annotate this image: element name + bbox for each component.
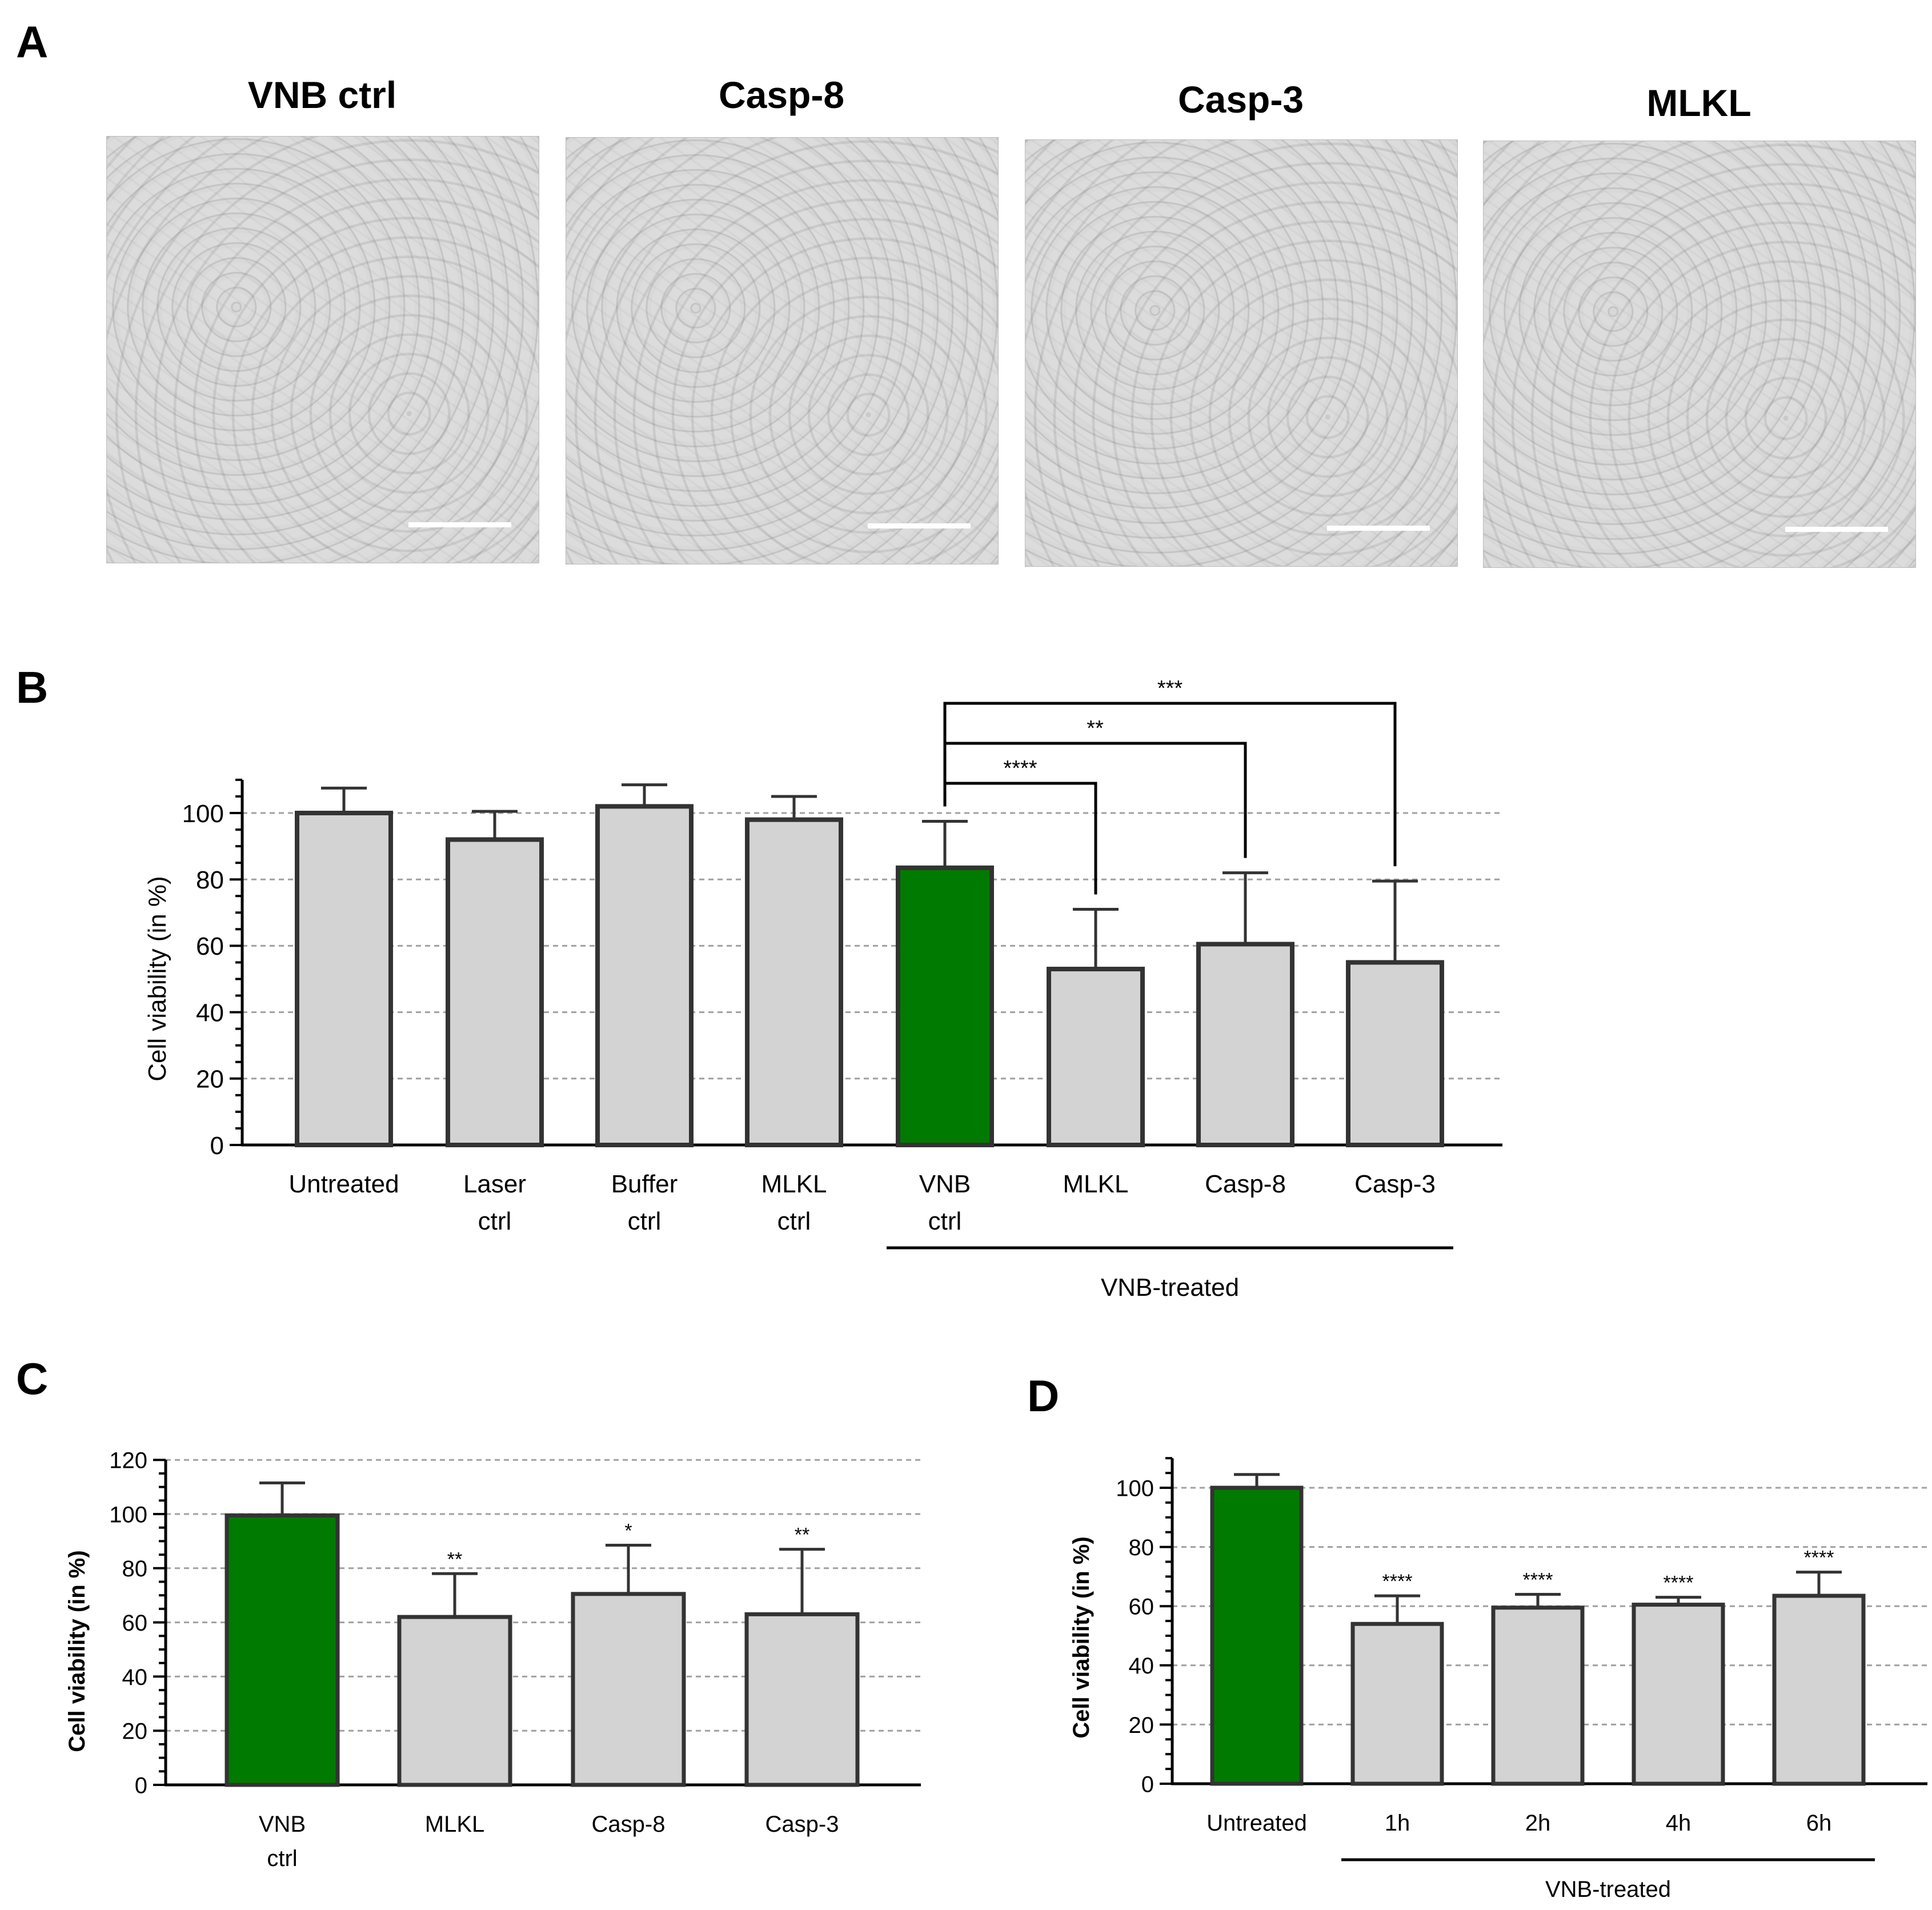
significance-label: ** [447,1548,462,1570]
bar [1491,1605,1585,1786]
micrograph-title: MLKL [1646,82,1751,124]
y-tick-label: 80 [1129,1535,1155,1560]
y-tick-label: 80 [196,866,224,894]
bar [571,1592,686,1787]
micrograph-casp-3 [1025,139,1458,567]
bar [1772,1593,1866,1786]
y-tick-label: 60 [1129,1595,1155,1620]
y-tick-label: 80 [122,1556,148,1581]
y-tick-label: 40 [196,999,224,1027]
x-tick-label: MLKL [761,1170,827,1198]
micrograph-title: Casp-8 [718,74,845,116]
group-label: VNB-treated [1101,1274,1239,1302]
x-tick-label: 2h [1525,1811,1551,1836]
y-axis-label: Cell viability (in %) [65,1550,90,1752]
y-tick-label: 0 [135,1773,147,1798]
x-tick-label: 1h [1385,1811,1410,1836]
significance-label: **** [1523,1569,1553,1591]
x-tick-label: ctrl [928,1207,962,1235]
x-tick-label: Casp-8 [1205,1170,1286,1198]
bar [1350,1621,1444,1786]
scale-bar [1785,527,1888,532]
x-tick-label: ctrl [478,1207,512,1235]
x-tick-label: Casp-3 [1354,1170,1436,1198]
x-tick-label: VNB [919,1170,971,1198]
micrograph-title: Casp-3 [1177,78,1304,121]
bar [225,1513,340,1787]
y-axis-label: Cell viability (in %) [1069,1536,1094,1738]
y-tick-label: 40 [122,1665,148,1690]
micrograph-vnb-ctrl [106,136,539,563]
y-tick-label: 100 [182,800,224,828]
significance-label: **** [1003,756,1037,780]
bar [1632,1603,1725,1786]
bar [1210,1485,1304,1786]
x-tick-label: 6h [1806,1811,1832,1836]
x-tick-label: VNB [259,1812,306,1837]
group-label: VNB-treated [1545,1877,1671,1902]
x-tick-label: 4h [1666,1811,1691,1836]
y-tick-label: 120 [109,1448,147,1473]
bar [745,817,843,1147]
significance-label: **** [1664,1572,1694,1594]
bar [896,865,994,1147]
x-tick-label: MLKL [1063,1170,1129,1198]
bar [1196,942,1294,1147]
significance-bracket [943,702,1397,867]
bar [295,811,393,1147]
panel-label-b: B [16,662,49,712]
x-tick-label: ctrl [628,1207,662,1235]
micrograph-mlkl [1483,141,1916,568]
y-tick-label: 20 [1129,1713,1155,1738]
panel-label-a: A [16,17,49,67]
panel-label-d: D [1027,1371,1060,1421]
x-tick-label: Untreated [288,1170,399,1198]
y-tick-label: 60 [196,932,224,960]
y-tick-label: 0 [1141,1772,1154,1797]
scale-bar [1327,526,1430,531]
y-tick-label: 100 [109,1502,147,1527]
x-tick-label: ctrl [267,1846,297,1871]
bar [1047,967,1145,1147]
x-tick-label: Casp-3 [765,1812,839,1837]
panel-label-c: C [16,1354,49,1404]
bar [397,1615,512,1787]
bar [1346,960,1444,1147]
y-tick-label: 20 [122,1719,148,1744]
significance-label: ** [1087,716,1104,740]
significance-label: *** [1157,676,1183,700]
y-tick-label: 60 [122,1611,148,1636]
bar [446,837,544,1147]
micrograph-title: VNB ctrl [247,74,397,116]
significance-label: ** [795,1524,809,1546]
x-tick-label: Laser [463,1170,526,1198]
y-tick-label: 20 [196,1066,224,1094]
y-tick-label: 100 [1116,1476,1154,1501]
bar [595,804,694,1147]
y-tick-label: 0 [210,1132,224,1160]
y-tick-label: 40 [1129,1653,1155,1679]
x-tick-label: Untreated [1207,1811,1307,1836]
scale-bar [408,522,511,527]
y-axis-label: Cell viability (in %) [143,876,171,1081]
significance-label: **** [1804,1547,1834,1569]
x-tick-label: Casp-8 [592,1812,666,1837]
significance-label: **** [1382,1571,1413,1592]
x-tick-label: Buffer [611,1170,678,1198]
x-tick-label: ctrl [777,1207,811,1235]
bar [744,1612,860,1787]
scale-bar [868,523,971,528]
x-tick-label: MLKL [425,1812,485,1837]
significance-label: * [624,1520,632,1542]
micrograph-casp-8 [566,137,999,564]
